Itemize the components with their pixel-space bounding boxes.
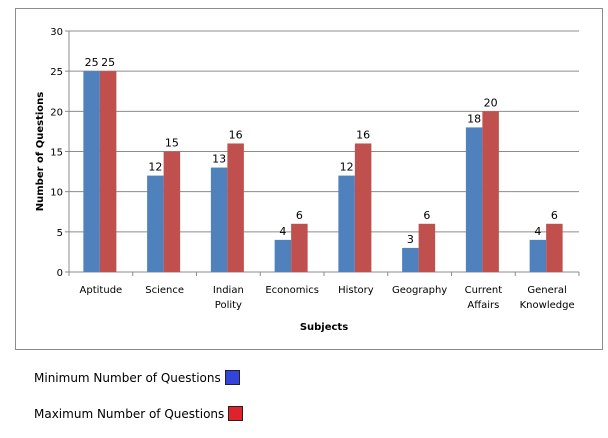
data-label: 25 xyxy=(101,56,115,69)
bar-maximum xyxy=(546,223,563,272)
x-axis-title: Subjects xyxy=(300,322,348,333)
data-label: 4 xyxy=(279,225,286,238)
bar-minimum xyxy=(529,239,547,272)
x-tick-label: Geography xyxy=(392,285,447,296)
legend-item-maximum: Maximum Number of Questions xyxy=(34,406,244,421)
legend-swatch-minimum xyxy=(224,370,240,385)
y-tick-label: 5 xyxy=(57,228,63,239)
x-tick-label: History xyxy=(338,285,374,296)
legend-item-minimum: Minimum Number of Questions xyxy=(34,370,240,385)
x-tick-label: Affairs xyxy=(467,300,499,311)
x-tick-label: Science xyxy=(145,285,184,296)
x-tick-label: Indian xyxy=(213,285,244,296)
data-label: 25 xyxy=(85,56,99,69)
data-label: 12 xyxy=(148,161,162,174)
data-label: 12 xyxy=(340,161,354,174)
data-label: 3 xyxy=(407,233,414,246)
bar-minimum xyxy=(83,71,100,272)
chart-frame: 0 5 10 15 20 25 30 25 25 Aptitude 12 15 Science 13 16 I… xyxy=(15,8,603,350)
bar-minimum xyxy=(210,167,228,272)
y-axis-title: Number of Questions xyxy=(35,92,46,212)
bar-minimum xyxy=(465,127,483,273)
bar-maximum xyxy=(354,143,372,272)
bar-maximum xyxy=(291,223,308,272)
legend-swatch-maximum xyxy=(228,406,244,421)
data-label: 13 xyxy=(212,153,226,166)
x-tick-label: Knowledge xyxy=(520,300,575,311)
data-label: 6 xyxy=(423,209,430,222)
x-tick-label: Polity xyxy=(215,300,242,311)
y-tick-label: 25 xyxy=(50,67,63,78)
legend-label-minimum: Minimum Number of Questions xyxy=(34,370,221,385)
y-tick-label: 30 xyxy=(50,27,63,38)
bar-minimum xyxy=(402,247,419,272)
x-tick-label: Aptitude xyxy=(80,285,123,296)
bar-minimum xyxy=(147,175,164,272)
y-tick-label: 0 xyxy=(57,268,63,279)
data-label: 16 xyxy=(356,128,370,141)
data-label: 18 xyxy=(467,112,481,125)
data-label: 4 xyxy=(534,225,541,238)
bar-maximum xyxy=(418,223,436,272)
x-tick-label: Current xyxy=(465,285,503,296)
x-tick-label: General xyxy=(527,285,566,296)
y-tick-label: 20 xyxy=(50,107,63,118)
data-label: 20 xyxy=(484,96,498,109)
y-tick-label: 10 xyxy=(50,188,63,199)
bar-maximum xyxy=(99,71,117,272)
bar-maximum xyxy=(227,143,244,272)
x-tick-label: Economics xyxy=(265,285,319,296)
bar-minimum xyxy=(274,239,292,272)
bar-maximum xyxy=(163,151,181,272)
bar-minimum xyxy=(338,175,355,272)
data-label: 6 xyxy=(296,209,303,222)
y-tick-label: 15 xyxy=(50,148,63,159)
bar-maximum xyxy=(482,111,499,272)
data-label: 16 xyxy=(229,128,243,141)
data-label: 15 xyxy=(165,137,179,150)
data-label: 6 xyxy=(551,209,558,222)
legend-label-maximum: Maximum Number of Questions xyxy=(34,406,225,421)
